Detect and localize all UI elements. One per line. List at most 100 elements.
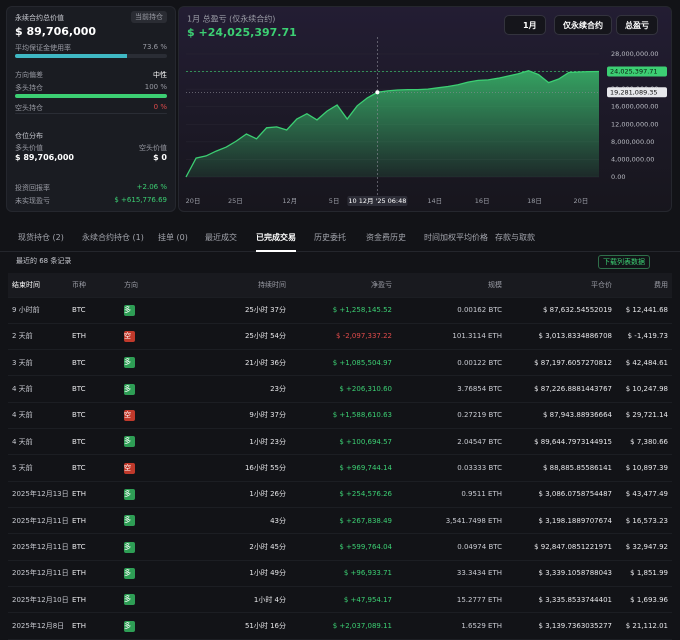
cell: $ +599,764.04: [290, 533, 396, 561]
chart: 1月 总盈亏 (仅永续合约) $ +24,025,397.71 0.00 4,00…: [185, 14, 667, 206]
tab[interactable]: 已完成交易: [256, 232, 296, 252]
cell: $ 1,851.99: [616, 560, 672, 588]
cell: $ +1,085,504.97: [290, 349, 396, 377]
cell: BTC: [68, 428, 120, 456]
column-header[interactable]: 结束时间: [8, 273, 68, 298]
tab[interactable]: 最近成交: [205, 233, 237, 242]
cell: ETH: [68, 586, 120, 614]
crosshair-x-tag: [347, 196, 408, 206]
table-row: 2025年12月13日 ETH 多 1小时 26分 $ +254,576.26 0.951…: [8, 481, 672, 509]
crosshair-y-tag: [607, 87, 667, 98]
cell: $ 92,847.0851221971: [506, 533, 616, 561]
cell: 多: [120, 481, 190, 509]
progress-track: [15, 54, 167, 58]
cell: 0.9511 ETH: [396, 481, 506, 509]
cell: 多: [120, 560, 190, 588]
tab[interactable]: 时间加权平均价格: [424, 233, 488, 242]
cell: $ 32,947.92: [616, 533, 672, 561]
table-row: 2025年12月8日 ETH 多 51小时 16分 $ +2,037,089.11 1.6…: [8, 612, 672, 640]
cell: 4 天前: [8, 375, 68, 403]
x-tick-label: 25日: [228, 197, 243, 205]
cell: $ 10,247.98: [616, 375, 672, 403]
direction-badge: 多: [124, 620, 135, 632]
cell: ETH: [68, 481, 120, 509]
direction-badge: 多: [124, 357, 135, 369]
x-tick-label: 5日: [329, 197, 340, 205]
cell: 2.04547 BTC: [396, 428, 506, 456]
cell: $ +969,744.14: [290, 454, 396, 482]
cell: $ 88,885.85586141: [506, 454, 616, 482]
label: 多头价值: [15, 144, 43, 152]
cell: 15.2777 ETH: [396, 586, 506, 614]
cell: BTC: [68, 454, 120, 482]
cell: $ 1,693.96: [616, 586, 672, 614]
cell: $ 87,197.6057270812: [506, 349, 616, 377]
cell: 0.00122 BTC: [396, 349, 506, 377]
panel-title: 永续合约总价值: [15, 14, 64, 22]
column-header[interactable]: 费用: [616, 273, 672, 298]
cell: $ 89,644.7973144915: [506, 428, 616, 456]
range-select[interactable]: 1月: [504, 15, 546, 35]
cell: 43分: [190, 507, 290, 535]
chart-subtitle: $ +24,025,397.71: [187, 26, 297, 39]
column-header[interactable]: 净盈亏: [290, 273, 396, 298]
y-tick-label: 12,000,000.00: [611, 120, 659, 128]
value: 0 %: [153, 103, 167, 111]
tab[interactable]: 现货持仓 (2): [18, 233, 64, 242]
cell: 多: [120, 586, 190, 614]
cell: $ 3,198.1889707674: [506, 507, 616, 535]
column-header[interactable]: 规模: [396, 273, 506, 298]
chart-title: 1月 总盈亏 (仅永续合约): [187, 14, 275, 24]
cell: $ +2,037,089.11: [290, 612, 396, 640]
cell: ETH: [68, 612, 120, 640]
tab[interactable]: 永续合约持仓 (1): [82, 233, 144, 242]
tab[interactable]: 历史委托: [314, 233, 346, 242]
cell: $ 87,632.54552019: [506, 297, 616, 324]
market-select[interactable]: 仅永续合约: [554, 15, 612, 35]
metric-select[interactable]: 总盈亏: [616, 15, 658, 35]
cell: 空: [120, 402, 190, 430]
cell: BTC: [68, 297, 120, 324]
cell: $ +100,694.57: [290, 428, 396, 456]
cell: 3,541.7498 ETH: [396, 507, 506, 535]
cell: $ +96,933.71: [290, 560, 396, 588]
cell: $ +47,954.17: [290, 586, 396, 614]
cell: BTC: [68, 533, 120, 561]
cell: 2025年12月8日: [8, 612, 68, 640]
tab[interactable]: 存款与取款: [495, 233, 535, 242]
cell: $ -2,097,337.22: [290, 323, 396, 351]
direction-badge: 多: [124, 436, 135, 448]
cell: ETH: [68, 560, 120, 588]
cell: 33.3434 ETH: [396, 560, 506, 588]
table-row: 4 天前 BTC 多 1小时 23分 $ +100,694.57 2.04547 BTC $…: [8, 428, 672, 456]
column-header[interactable]: 币种: [68, 273, 120, 298]
label: 方向偏差: [15, 71, 43, 79]
tab[interactable]: 资金费历史: [366, 233, 406, 242]
cell: 多: [120, 297, 190, 324]
direction-badge: 多: [124, 304, 135, 316]
direction-badge: 多: [124, 541, 135, 553]
label: 未实现盈亏: [15, 197, 50, 205]
cell: 2025年12月11日: [8, 560, 68, 588]
x-tick-label: 20日: [573, 197, 588, 205]
cell: 2小时 45分: [190, 533, 290, 561]
value: 100 %: [144, 83, 167, 91]
table-row: 2025年12月11日 ETH 多 43分 $ +267,838.49 3,541.749…: [8, 507, 672, 535]
cell: 1小时 4分: [190, 586, 290, 614]
table-row: 9 小时前 BTC 多 25小时 37分 $ +1,258,145.52 0.00162 …: [8, 297, 672, 324]
cell: 多: [120, 507, 190, 535]
tab[interactable]: 挂单 (0): [158, 233, 188, 242]
column-header[interactable]: 持续时间: [190, 273, 290, 298]
cell: $ -1,419.73: [616, 323, 672, 351]
cell: 2025年12月11日: [8, 533, 68, 561]
y-tick-label: 4,000,000.00: [611, 155, 654, 163]
table-row: 2025年12月11日 BTC 多 2小时 45分 $ +599,764.04 0.049…: [8, 533, 672, 561]
cell: 0.04974 BTC: [396, 533, 506, 561]
download-button[interactable]: 下载列表数据: [598, 255, 650, 269]
column-header[interactable]: 方向: [120, 273, 190, 298]
cell: $ +206,310.60: [290, 375, 396, 403]
cell: $ 21,112.01: [616, 612, 672, 640]
cell: 多: [120, 612, 190, 640]
cell: $ 43,477.49: [616, 481, 672, 509]
column-header[interactable]: 平仓价: [506, 273, 616, 298]
